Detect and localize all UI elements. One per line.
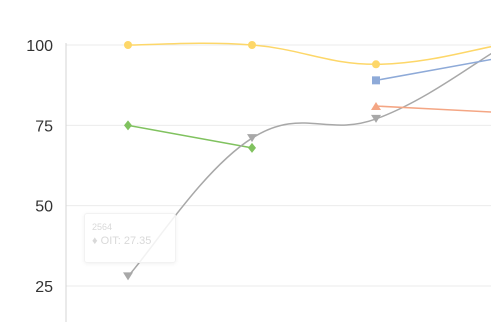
data-tooltip: 2564 ♦ OIT: 27.35 bbox=[84, 213, 176, 263]
series-line-4 bbox=[375, 105, 491, 113]
series-line-0 bbox=[127, 42, 491, 66]
series-2-point-0 bbox=[123, 272, 133, 281]
series-1-point-1 bbox=[248, 142, 256, 153]
tooltip-value: ♦ OIT: 27.35 bbox=[92, 235, 152, 247]
y-tick-label-75: 75 bbox=[35, 118, 53, 135]
series-line-1 bbox=[127, 124, 253, 149]
series-1-point-0 bbox=[124, 120, 132, 131]
series-line-3 bbox=[375, 58, 491, 82]
y-tick-label-50: 50 bbox=[35, 199, 53, 216]
series-0-point-1 bbox=[248, 41, 256, 49]
tooltip-title: 2564 bbox=[92, 222, 113, 232]
series-line-2 bbox=[127, 52, 491, 277]
y-tick-label-100: 100 bbox=[26, 38, 53, 55]
series-4-point-2 bbox=[371, 102, 381, 111]
series-0-point-0 bbox=[124, 41, 132, 49]
series-2-point-1 bbox=[247, 134, 257, 143]
plot-area bbox=[123, 41, 491, 281]
series-2-point-2 bbox=[371, 114, 381, 123]
series-0-point-2 bbox=[372, 60, 380, 69]
series-3-point-2 bbox=[372, 76, 380, 85]
y-tick-label-25: 25 bbox=[35, 279, 53, 296]
